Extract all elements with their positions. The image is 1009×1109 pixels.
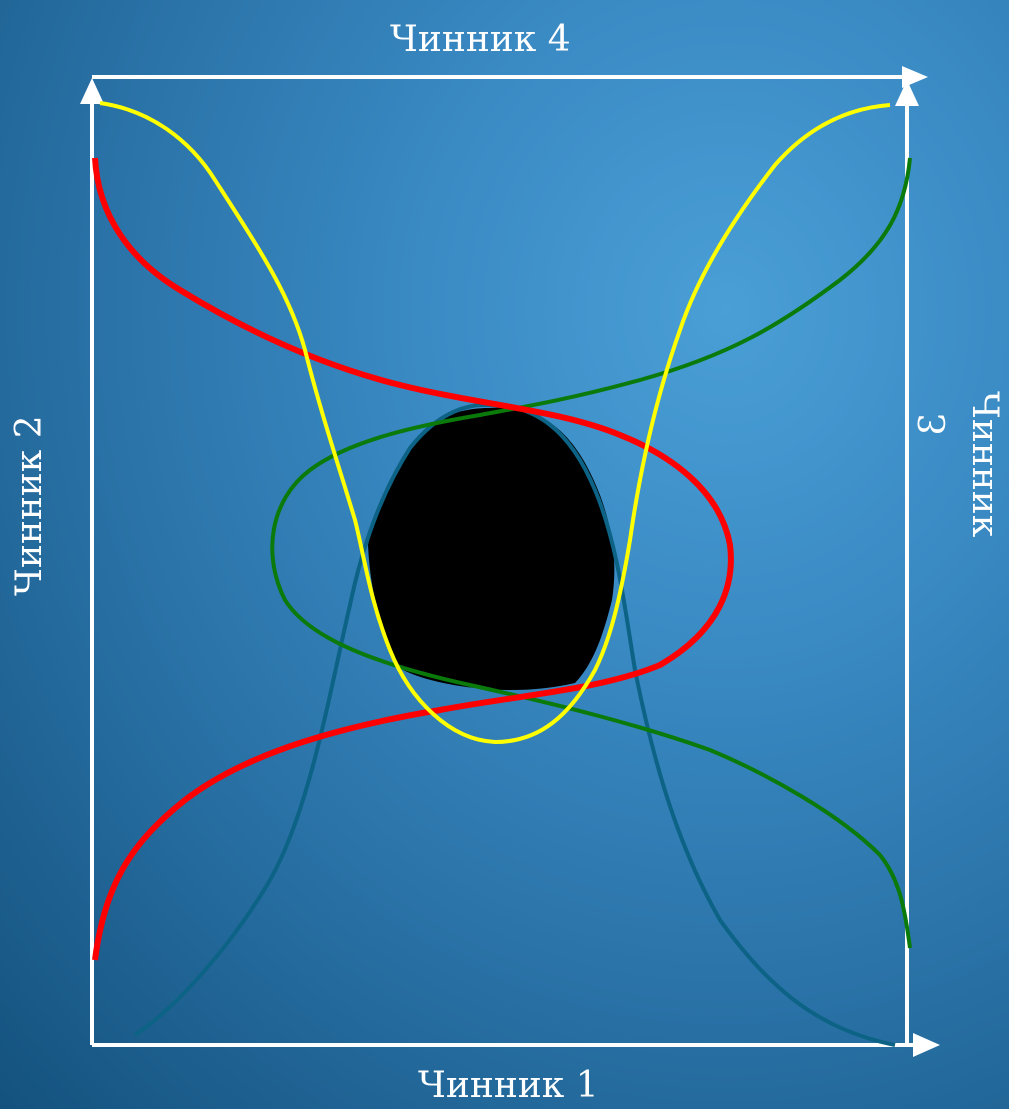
curve-green: [270, 157, 912, 949]
factor-3-word: Чинник: [964, 391, 1005, 538]
core-region: [368, 407, 615, 691]
factor-1-label: Чинник 1: [418, 1065, 599, 1106]
left-axis-arrow-icon: [80, 78, 104, 104]
factor-3-number: 3: [913, 412, 954, 436]
top-axis-arrow-icon: [902, 66, 928, 88]
curve-red: [92, 157, 734, 961]
factor-2-label: Чинник 2: [9, 415, 50, 596]
right-axis-arrow-icon: [895, 80, 919, 106]
factor-4-label: Чинник 4: [390, 19, 571, 60]
curve-yellow: [99, 101, 891, 745]
factor-3-label: Чинник 3: [913, 391, 1005, 572]
bottom-axis-arrow-icon: [913, 1033, 940, 1057]
